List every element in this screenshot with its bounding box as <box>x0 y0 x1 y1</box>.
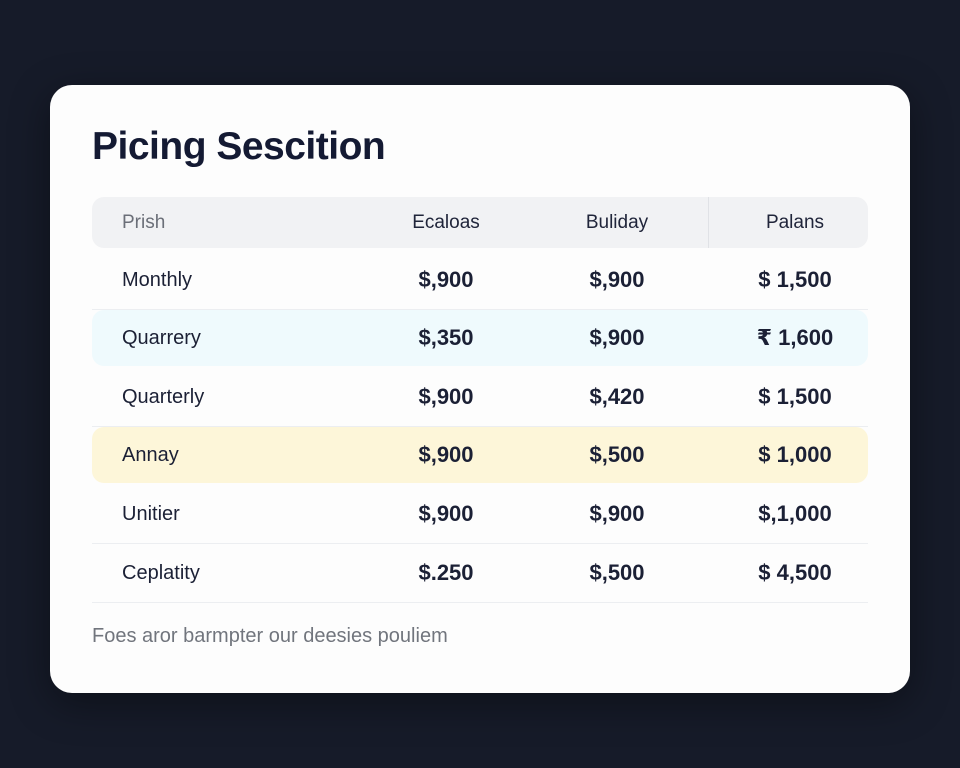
price-cell: $,900 <box>589 267 645 292</box>
title: Picing Sescition <box>92 125 386 168</box>
price-cell: $,350 <box>418 325 474 350</box>
row-label: Annay <box>122 443 179 466</box>
price-cell: $ 4,500 <box>758 560 832 585</box>
price-cell: $,500 <box>589 560 645 585</box>
price-cell: $,500 <box>589 442 645 467</box>
price-cell: $,420 <box>589 384 645 409</box>
row-label: Ceplatity <box>122 561 200 584</box>
price-cell: $,900 <box>418 442 474 467</box>
footer-note: Foes aror barmpter our deesies pouliem <box>92 625 448 647</box>
pricing-card: Picing Sescition Prish Ecaloas Buliday Pala… <box>50 85 910 693</box>
price-cell: $.250 <box>418 560 474 585</box>
price-cell: $ 1,000 <box>758 442 832 467</box>
price-cell: $ 1,500 <box>758 267 832 292</box>
row-label: Quarterly <box>122 385 205 408</box>
table-row: Quarrery $,350 $,900 ₹ 1,600 <box>92 310 868 366</box>
table-row: Quarterly $,900 $,420 $ 1,500 <box>92 368 868 427</box>
header-row: Prish Ecaloas Buliday Palans <box>92 197 868 248</box>
table-row: Monthly $,900 $,900 $ 1,500 <box>92 251 868 310</box>
table-row: Ceplatity $.250 $,500 $ 4,500 <box>92 544 868 603</box>
column-header: Ecaloas <box>412 211 480 233</box>
price-cell: $,1,000 <box>758 501 832 526</box>
column-header: Palans <box>765 211 825 233</box>
row-label: Quarrery <box>122 326 201 349</box>
column-header: Prish <box>122 211 166 233</box>
table-row: Annay $,900 $,500 $ 1,000 <box>92 427 868 483</box>
price-cell: $,900 <box>418 384 474 409</box>
table-row: Unitier $,900 $,900 $,1,000 <box>92 485 868 544</box>
price-cell: $,900 <box>418 267 474 292</box>
price-cell: $,900 <box>418 501 474 526</box>
price-cell: $,900 <box>589 501 645 526</box>
price-cell: $ 1,500 <box>758 384 832 409</box>
price-cell: $,900 <box>589 325 645 350</box>
row-label: Monthly <box>122 268 193 291</box>
row-label: Unitier <box>122 502 180 525</box>
pricing-table: Prish Ecaloas Buliday Palans Monthly $,900 $,9… <box>92 197 868 603</box>
column-header: Buliday <box>585 211 649 233</box>
price-cell: ₹ 1,600 <box>756 325 834 350</box>
